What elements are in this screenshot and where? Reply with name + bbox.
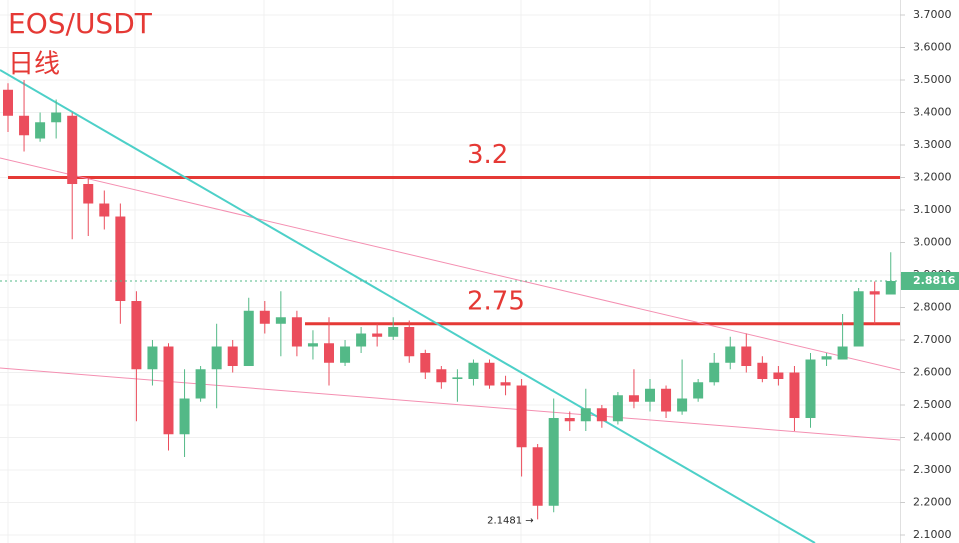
last-price-label: 2.8816 xyxy=(913,274,956,287)
y-tick-label: 2.1000 xyxy=(913,528,952,541)
candle-body xyxy=(163,346,174,435)
y-tick-label: 2.4000 xyxy=(913,431,952,444)
candle-body xyxy=(869,291,880,295)
candle-body xyxy=(757,362,768,380)
candle-body xyxy=(628,395,639,402)
candle-body xyxy=(131,301,142,370)
levels: 3.2 2.75 xyxy=(8,140,900,326)
candle-body xyxy=(853,291,864,347)
y-tick-label: 3.2000 xyxy=(913,171,952,184)
last-price-badge xyxy=(901,271,959,290)
candle-body xyxy=(500,382,511,386)
candle-body xyxy=(468,362,479,380)
level-label: 2.75 xyxy=(467,286,525,316)
candle-body xyxy=(885,280,896,295)
candle-body xyxy=(420,353,431,373)
candle-body xyxy=(709,362,720,383)
candle-body xyxy=(805,359,816,419)
y-tick-label: 3.7000 xyxy=(913,8,952,21)
candle-body xyxy=(99,203,110,217)
vertical-grid xyxy=(7,0,780,543)
candle-body xyxy=(645,388,655,402)
candle-body xyxy=(677,398,688,412)
trend-line xyxy=(0,69,816,543)
y-tick-label: 2.3000 xyxy=(913,463,952,476)
candle-body xyxy=(211,346,222,370)
y-tick-label: 2.2000 xyxy=(913,496,952,509)
candle-body xyxy=(324,343,334,363)
y-tick-label: 2.8000 xyxy=(913,301,952,314)
candle-body xyxy=(821,356,832,360)
candle-body xyxy=(51,112,62,123)
y-tick-label: 3.3000 xyxy=(913,138,952,151)
candle-body xyxy=(115,216,126,302)
candle-body xyxy=(3,89,13,116)
candle-body xyxy=(388,327,399,337)
candle-body xyxy=(372,333,383,337)
candle-body xyxy=(291,317,302,347)
candle-body xyxy=(243,310,254,367)
y-tick-label: 3.6000 xyxy=(913,41,952,54)
candle-body xyxy=(596,408,607,422)
candle-body xyxy=(661,388,672,412)
level-label: 3.2 xyxy=(467,140,508,170)
candle-body xyxy=(548,418,559,506)
candle-body xyxy=(789,372,800,419)
candle-body xyxy=(340,346,351,363)
candle-body xyxy=(35,122,46,139)
candle-body xyxy=(147,346,158,370)
candle-body xyxy=(356,333,367,347)
candle-body xyxy=(741,346,752,367)
chart-subtitle: 日线 xyxy=(8,50,60,80)
price-axis: 3.7000 3.6000 3.5000 3.4000 3.3000 3.2000 3.10… xyxy=(900,8,959,541)
candle-body xyxy=(452,377,463,380)
candle-body xyxy=(179,398,190,435)
candle-body xyxy=(564,418,575,422)
candle-body xyxy=(837,346,848,360)
candle-body xyxy=(532,447,543,506)
candle-body xyxy=(259,310,270,324)
low-marker-label: 2.1481 → xyxy=(487,515,534,526)
candle-body xyxy=(195,369,206,399)
candle-body xyxy=(307,343,318,347)
chart-title: EOS/USDT xyxy=(8,7,153,40)
y-tick-label: 3.5000 xyxy=(913,73,952,86)
candle-body xyxy=(275,317,286,324)
y-tick-label: 3.1000 xyxy=(913,203,952,216)
candle-body xyxy=(404,327,415,357)
candle-body xyxy=(484,362,495,386)
candle-body xyxy=(67,115,78,185)
candles xyxy=(3,80,896,520)
candle-body xyxy=(612,395,623,422)
trend-lines xyxy=(0,69,901,543)
trend-line xyxy=(0,157,901,371)
candle-body xyxy=(227,346,238,367)
candle-body xyxy=(436,369,447,383)
candle-body xyxy=(773,372,784,380)
y-tick-label: 3.4000 xyxy=(913,106,952,119)
candle-body xyxy=(725,346,736,363)
overlay: 2.1481 → xyxy=(0,280,900,526)
y-tick-label: 2.5000 xyxy=(913,398,952,411)
candle-body xyxy=(516,385,527,448)
y-tick-label: 3.0000 xyxy=(913,236,952,249)
trend-line xyxy=(0,367,901,441)
y-tick-label: 2.6000 xyxy=(913,366,952,379)
candle-body xyxy=(19,115,30,136)
candle-body xyxy=(693,382,704,399)
candle-body xyxy=(580,408,591,422)
candle-body xyxy=(83,184,94,204)
y-tick-label: 2.7000 xyxy=(913,333,952,346)
